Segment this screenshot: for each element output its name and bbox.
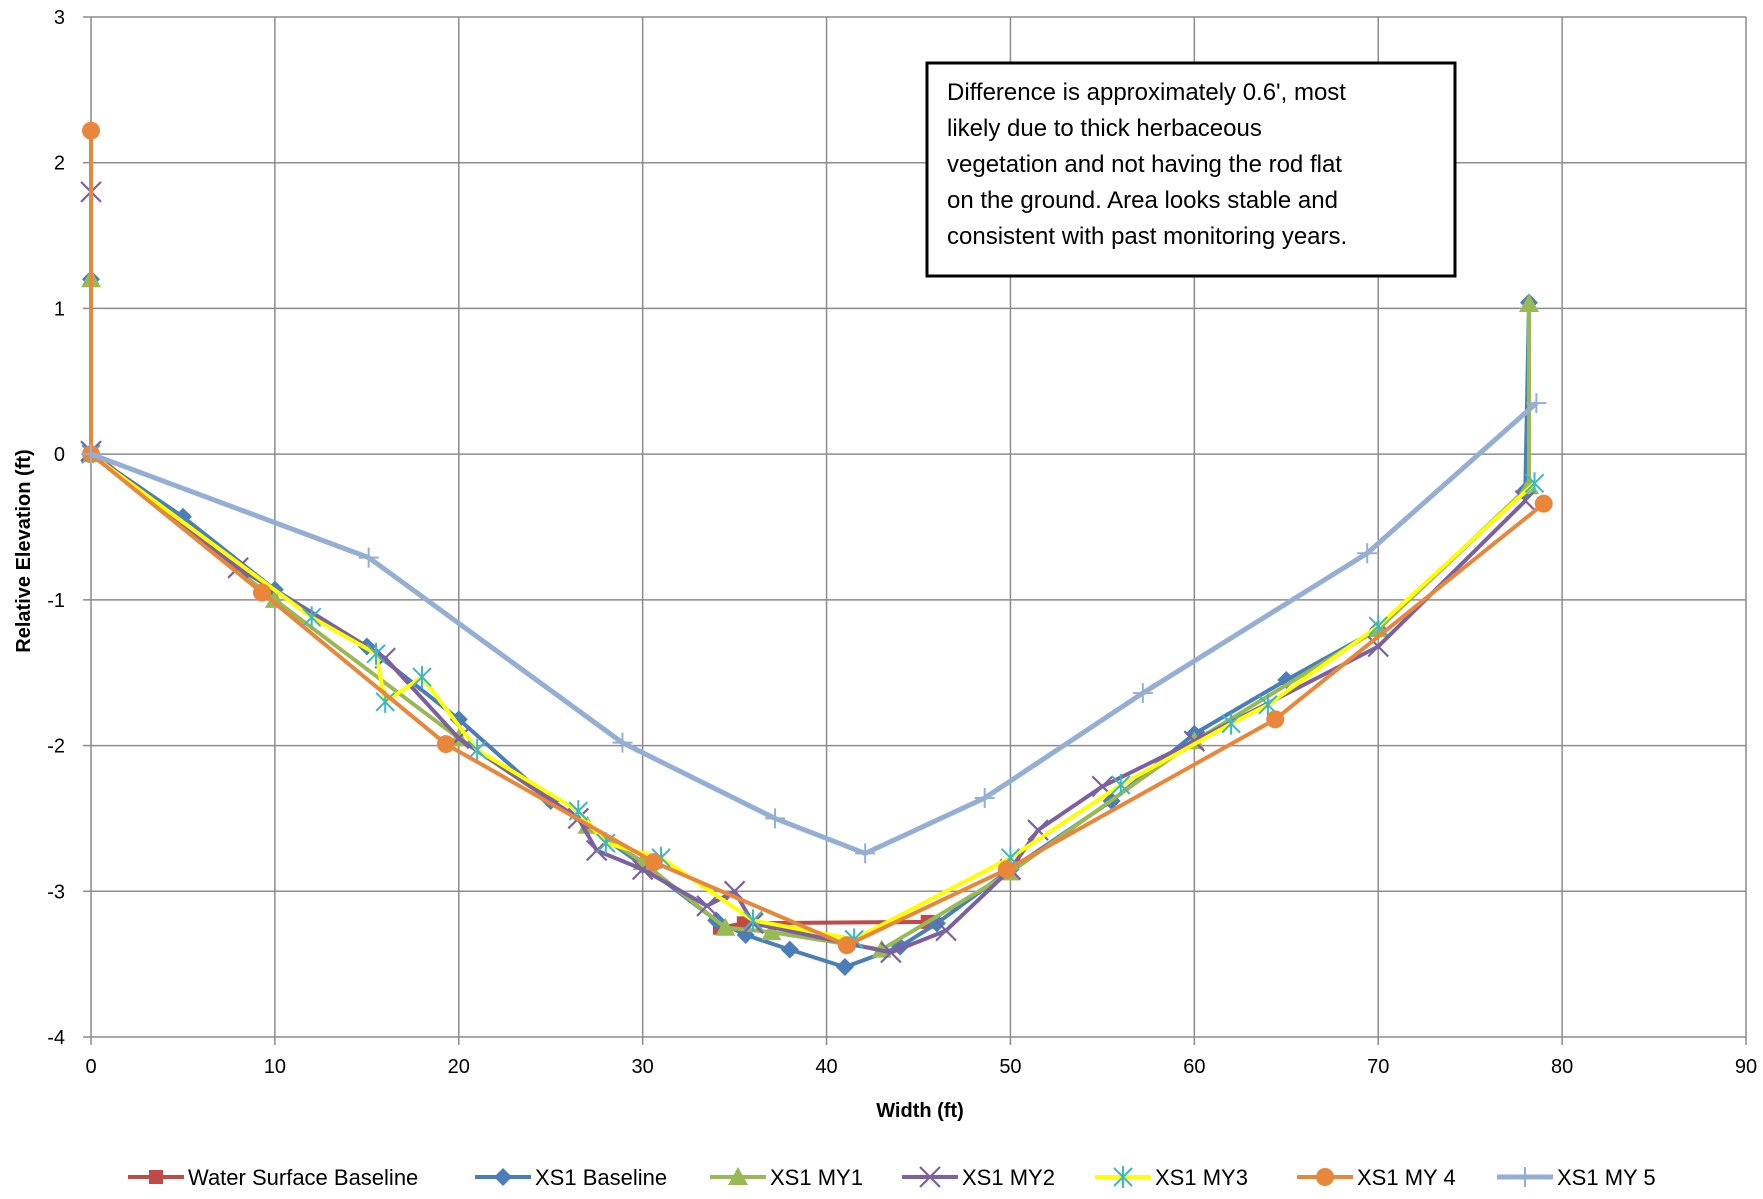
series-point bbox=[880, 941, 902, 964]
y-tick-label: 2 bbox=[54, 153, 65, 175]
series-point bbox=[612, 732, 633, 753]
annotation-line-3: vegetation and not having the rod flat bbox=[947, 151, 1342, 178]
legend-entry: XS1 Baseline bbox=[475, 1165, 667, 1190]
series-point bbox=[765, 808, 786, 829]
annotation-line-1: Difference is approximately 0.6', most bbox=[947, 79, 1346, 106]
legend-entry: XS1 MY3 bbox=[1095, 1165, 1248, 1190]
series-point bbox=[301, 606, 322, 629]
legend-label: XS1 MY3 bbox=[1155, 1165, 1248, 1190]
series-point bbox=[1111, 773, 1131, 796]
series-3 bbox=[81, 269, 1540, 958]
series-point bbox=[1519, 294, 1540, 313]
y-tick-label: 1 bbox=[54, 298, 65, 320]
x-tick-label: 60 bbox=[1183, 1056, 1205, 1078]
series-line bbox=[89, 452, 1536, 942]
series-lines bbox=[80, 121, 1553, 977]
x-tick-label: 10 bbox=[264, 1056, 286, 1078]
series-point bbox=[264, 589, 285, 608]
series-point bbox=[743, 909, 763, 932]
x-tick-label: 30 bbox=[632, 1056, 654, 1078]
series-point bbox=[436, 735, 455, 754]
x-tick-label: 0 bbox=[85, 1056, 96, 1078]
y-tick-label: -3 bbox=[47, 881, 65, 903]
legend-label: XS1 MY 5 bbox=[1557, 1165, 1656, 1190]
series-point bbox=[935, 919, 957, 942]
legend-swatch-marker bbox=[149, 1170, 163, 1184]
series-point bbox=[253, 583, 272, 602]
series-point bbox=[696, 895, 718, 917]
series-point bbox=[412, 666, 432, 689]
x-tick-label: 90 bbox=[1735, 1056, 1757, 1078]
series-5 bbox=[81, 443, 1545, 951]
y-tick-label: -2 bbox=[47, 736, 65, 758]
series-point bbox=[82, 121, 100, 140]
x-tick-label: 70 bbox=[1367, 1056, 1389, 1078]
y-tick-label: -1 bbox=[47, 590, 65, 612]
series-point bbox=[780, 940, 799, 959]
series-point bbox=[366, 642, 386, 665]
y-tick-label: 0 bbox=[54, 444, 65, 466]
y-tick-label: 3 bbox=[54, 7, 65, 29]
legend-swatch-marker bbox=[1316, 1168, 1334, 1186]
series-point bbox=[449, 710, 468, 729]
series-point bbox=[1514, 489, 1537, 512]
series-point bbox=[81, 444, 101, 465]
legend-entry: XS1 MY 5 bbox=[1497, 1165, 1656, 1190]
series-point bbox=[1221, 712, 1241, 735]
series-point bbox=[358, 547, 379, 568]
legend-label: XS1 Baseline bbox=[535, 1165, 667, 1190]
series-point bbox=[1526, 393, 1547, 414]
series-point bbox=[1534, 494, 1553, 513]
series-point bbox=[467, 738, 487, 761]
x-tick-label: 20 bbox=[448, 1056, 470, 1078]
series-point bbox=[974, 788, 995, 809]
series-point bbox=[1266, 710, 1285, 729]
series-line bbox=[89, 191, 1527, 955]
annotation-box: Difference is approximately 0.6', most l… bbox=[925, 61, 1457, 278]
legend-label: XS1 MY 4 bbox=[1357, 1165, 1456, 1190]
series-point bbox=[997, 860, 1016, 879]
series-point bbox=[715, 917, 736, 936]
x-axis-title: Width (ft) bbox=[876, 1100, 964, 1122]
legend-swatch-marker bbox=[1515, 1167, 1535, 1187]
y-tick-label: -4 bbox=[47, 1027, 65, 1049]
legend-entry: Water Surface Baseline bbox=[128, 1165, 418, 1190]
series-point bbox=[837, 936, 856, 955]
x-tick-label: 80 bbox=[1551, 1056, 1573, 1078]
legend-label: XS1 MY1 bbox=[770, 1165, 863, 1190]
legend-swatch-marker bbox=[1113, 1166, 1133, 1188]
legend-label: XS1 MY2 bbox=[962, 1165, 1055, 1190]
legend-swatch-marker bbox=[919, 1166, 941, 1188]
series-point bbox=[1357, 543, 1378, 564]
series-point bbox=[1132, 683, 1153, 704]
annotation-line-4: on the ground. Area looks stable and bbox=[947, 187, 1338, 214]
x-tick-label: 40 bbox=[815, 1056, 837, 1078]
series-point bbox=[227, 557, 249, 579]
legend-swatch-marker bbox=[728, 1167, 748, 1185]
x-tick-label: 50 bbox=[999, 1056, 1021, 1078]
series-7 bbox=[81, 393, 1547, 864]
series-point bbox=[1524, 472, 1545, 495]
series-point bbox=[644, 853, 663, 872]
legend-entry: XS1 MY 4 bbox=[1297, 1165, 1456, 1190]
annotation-border bbox=[925, 61, 1457, 278]
series-point bbox=[855, 843, 876, 864]
annotation-line-2: likely due to thick herbaceous bbox=[947, 115, 1262, 142]
series-point bbox=[835, 958, 854, 977]
annotation-line-5: consistent with past monitoring years. bbox=[947, 223, 1347, 250]
series-point bbox=[585, 839, 608, 862]
legend-entry: XS1 MY2 bbox=[902, 1165, 1055, 1190]
legend-swatch-marker bbox=[494, 1168, 512, 1186]
legend-label: Water Surface Baseline bbox=[188, 1165, 418, 1190]
legend-entry: XS1 MY1 bbox=[710, 1165, 863, 1190]
series-4 bbox=[80, 181, 1537, 964]
y-axis-title: Relative Elevation (ft) bbox=[13, 449, 35, 652]
series-6 bbox=[82, 121, 1553, 955]
legend: Water Surface Baseline XS1 Baseline XS1 MY… bbox=[128, 1165, 1656, 1190]
series-point bbox=[761, 922, 782, 941]
